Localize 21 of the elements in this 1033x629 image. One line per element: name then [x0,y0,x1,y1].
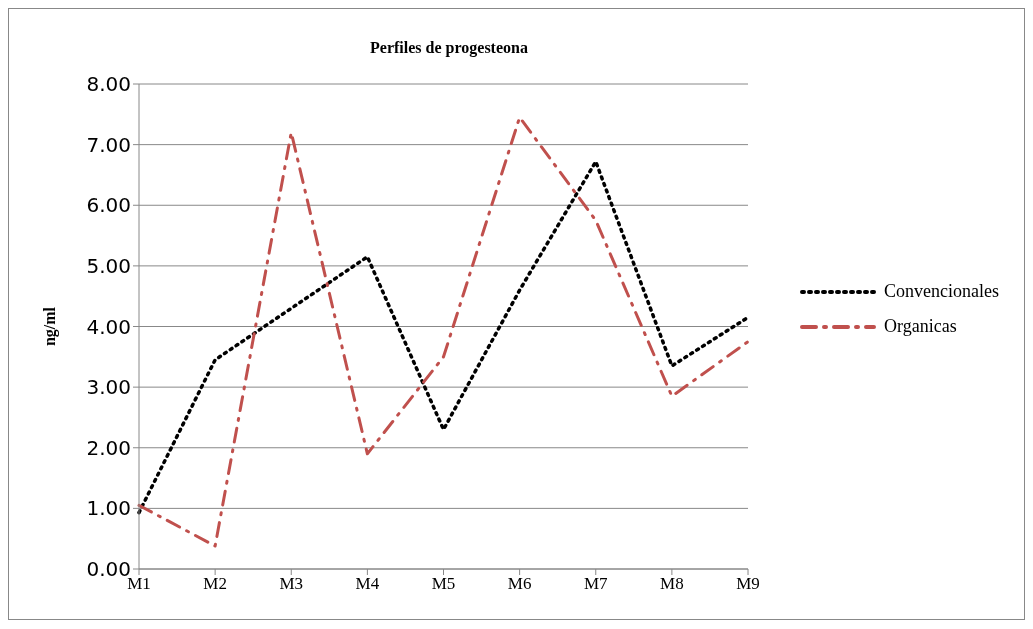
x-tick-label: M3 [279,574,304,594]
y-tick-label: 7.00 [86,132,131,157]
y-axis-title: ng/ml [40,306,59,347]
y-tick-label: 6.00 [86,193,131,218]
x-tick-label: M1 [127,574,151,594]
y-tick-label: 2.00 [86,435,131,460]
legend-label: Convencionales [884,281,999,302]
x-tick-label: M4 [355,574,380,594]
y-tick-label: 8.00 [86,72,131,97]
x-tick-label: M9 [736,574,760,594]
x-tick-label: M7 [583,574,609,594]
chart-title: Perfiles de progesteona [369,39,529,57]
y-tick-label: 1.00 [86,496,131,521]
x-tick-label: M6 [507,574,532,594]
y-tick-label: 5.00 [86,253,131,278]
y-tick-label: 3.00 [86,375,131,400]
legend-label: Organicas [884,316,957,337]
x-tick-label: M5 [431,574,456,594]
x-tick-label: M8 [660,574,684,594]
x-tick-label: M2 [203,574,227,594]
y-tick-label: 4.00 [86,314,131,339]
